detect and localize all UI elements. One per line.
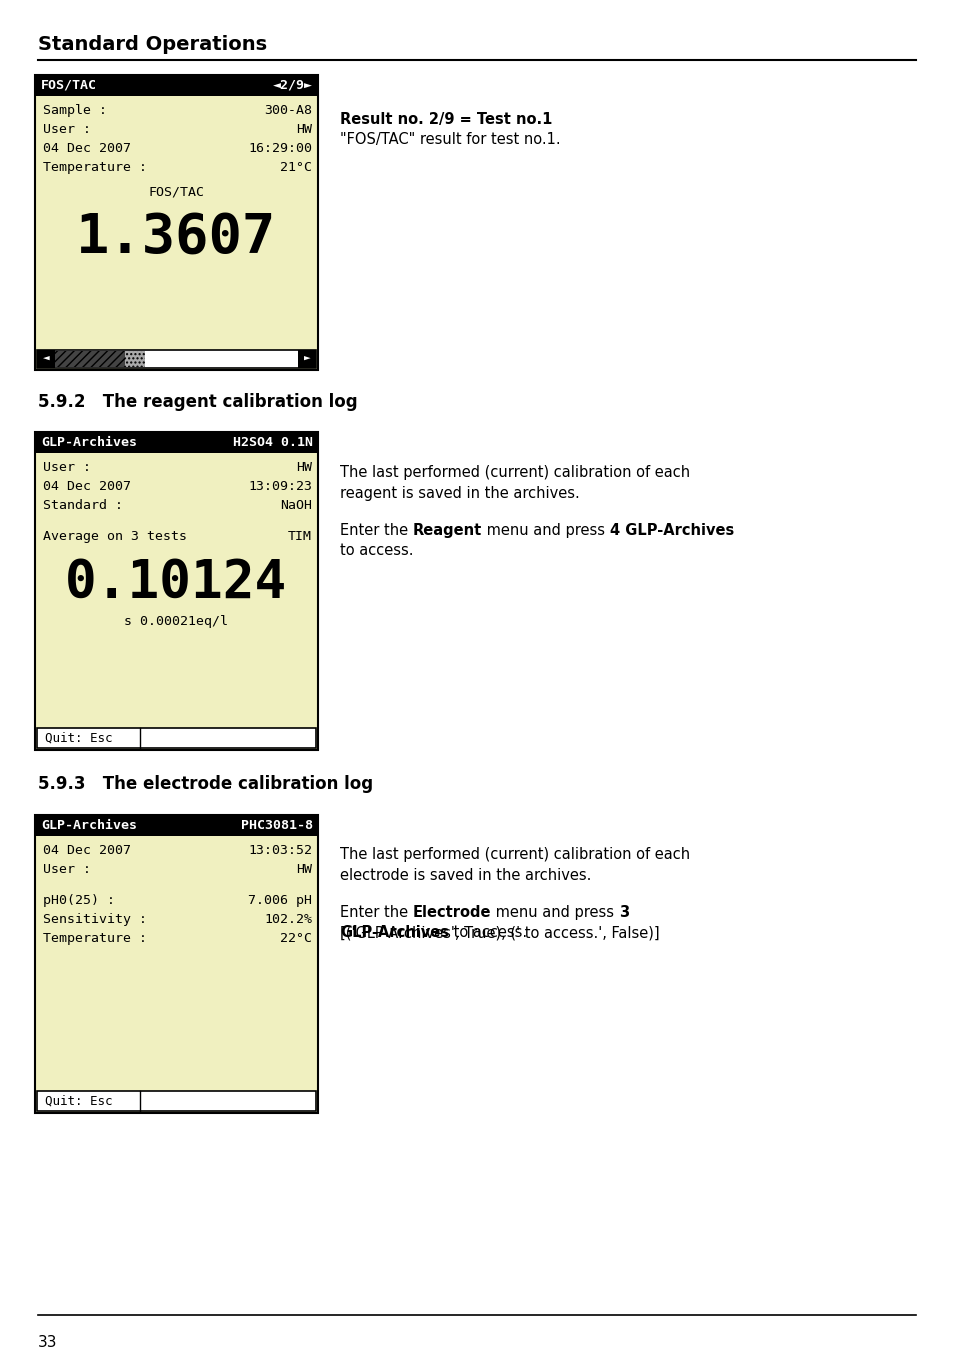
- Text: FOS/TAC: FOS/TAC: [41, 78, 97, 92]
- Text: 3: 3: [618, 904, 628, 919]
- Text: to access.: to access.: [449, 925, 527, 940]
- Bar: [35, 815, 317, 836]
- Text: PHC3081-8: PHC3081-8: [241, 819, 313, 831]
- Text: 0.10124: 0.10124: [66, 557, 287, 608]
- Bar: [37, 350, 315, 368]
- Bar: [55, 352, 125, 366]
- Text: HW: HW: [295, 123, 312, 137]
- Bar: [125, 352, 145, 366]
- Text: Temperature :: Temperature :: [43, 161, 147, 174]
- Text: 13:09:23: 13:09:23: [248, 480, 312, 493]
- Text: GLP-Archives: GLP-Archives: [41, 819, 137, 831]
- Text: Enter the: Enter the: [339, 523, 413, 538]
- Text: 33: 33: [38, 1334, 57, 1351]
- Text: Enter the: Enter the: [339, 904, 413, 919]
- Text: Quit: Esc: Quit: Esc: [45, 1095, 112, 1107]
- Text: GLP-Archives: GLP-Archives: [339, 925, 449, 940]
- Text: GLP-Archives: GLP-Archives: [41, 435, 137, 449]
- Text: 4 GLP-Archives: 4 GLP-Archives: [609, 523, 733, 538]
- Text: Result no. 2/9 = Test no.1: Result no. 2/9 = Test no.1: [339, 112, 552, 127]
- Text: s 0.00021eq/l: s 0.00021eq/l: [125, 615, 229, 627]
- Text: Standard :: Standard :: [43, 499, 123, 512]
- Bar: [37, 727, 315, 748]
- Text: ◄: ◄: [43, 354, 50, 364]
- Text: TIM: TIM: [288, 530, 312, 544]
- Text: 102.2%: 102.2%: [264, 913, 312, 926]
- Text: User :: User :: [43, 123, 91, 137]
- Text: Sensitivity :: Sensitivity :: [43, 913, 147, 926]
- Text: [('GLP-Archives', True), (' to access.', False)]: [('GLP-Archives', True), (' to access.',…: [339, 925, 659, 940]
- Text: 04 Dec 2007: 04 Dec 2007: [43, 142, 131, 155]
- Bar: [35, 815, 317, 1113]
- Text: 7.006 pH: 7.006 pH: [248, 894, 312, 907]
- Text: ◄2/9►: ◄2/9►: [273, 78, 313, 92]
- Bar: [37, 350, 55, 368]
- Text: menu and press: menu and press: [491, 904, 618, 919]
- Bar: [35, 433, 317, 750]
- Text: pH0(25) :: pH0(25) :: [43, 894, 115, 907]
- Bar: [35, 74, 317, 96]
- Text: 22°C: 22°C: [280, 932, 312, 945]
- Text: Reagent: Reagent: [413, 523, 481, 538]
- Text: The last performed (current) calibration of each
electrode is saved in the archi: The last performed (current) calibration…: [339, 846, 689, 883]
- Text: menu and press: menu and press: [481, 523, 609, 538]
- Text: HW: HW: [295, 863, 312, 876]
- Text: Electrode: Electrode: [413, 904, 491, 919]
- Text: to access.: to access.: [339, 544, 413, 558]
- Text: 5.9.3   The electrode calibration log: 5.9.3 The electrode calibration log: [38, 775, 373, 794]
- Text: User :: User :: [43, 461, 91, 475]
- Text: Standard Operations: Standard Operations: [38, 35, 267, 54]
- Text: H2SO4 0.1N: H2SO4 0.1N: [233, 435, 313, 449]
- Text: Temperature :: Temperature :: [43, 932, 147, 945]
- Text: The last performed (current) calibration of each
reagent is saved in the archive: The last performed (current) calibration…: [339, 465, 689, 502]
- Text: Sample :: Sample :: [43, 104, 107, 118]
- Text: FOS/TAC: FOS/TAC: [149, 185, 204, 199]
- Text: 300-A8: 300-A8: [264, 104, 312, 118]
- Text: 5.9.2   The reagent calibration log: 5.9.2 The reagent calibration log: [38, 393, 357, 411]
- Text: HW: HW: [295, 461, 312, 475]
- Text: 16:29:00: 16:29:00: [248, 142, 312, 155]
- Text: "FOS/TAC" result for test no.1.: "FOS/TAC" result for test no.1.: [339, 132, 560, 147]
- Bar: [37, 1091, 315, 1111]
- Bar: [35, 433, 317, 453]
- Text: 04 Dec 2007: 04 Dec 2007: [43, 844, 131, 857]
- Text: ►: ►: [303, 354, 310, 364]
- Text: 13:03:52: 13:03:52: [248, 844, 312, 857]
- Text: 04 Dec 2007: 04 Dec 2007: [43, 480, 131, 493]
- Text: 1.3607: 1.3607: [76, 211, 276, 264]
- Text: User :: User :: [43, 863, 91, 876]
- Text: 21°C: 21°C: [280, 161, 312, 174]
- Text: Quit: Esc: Quit: Esc: [45, 731, 112, 745]
- Text: NaOH: NaOH: [280, 499, 312, 512]
- Text: Average on 3 tests: Average on 3 tests: [43, 530, 187, 544]
- Bar: [297, 350, 315, 368]
- Bar: [35, 74, 317, 370]
